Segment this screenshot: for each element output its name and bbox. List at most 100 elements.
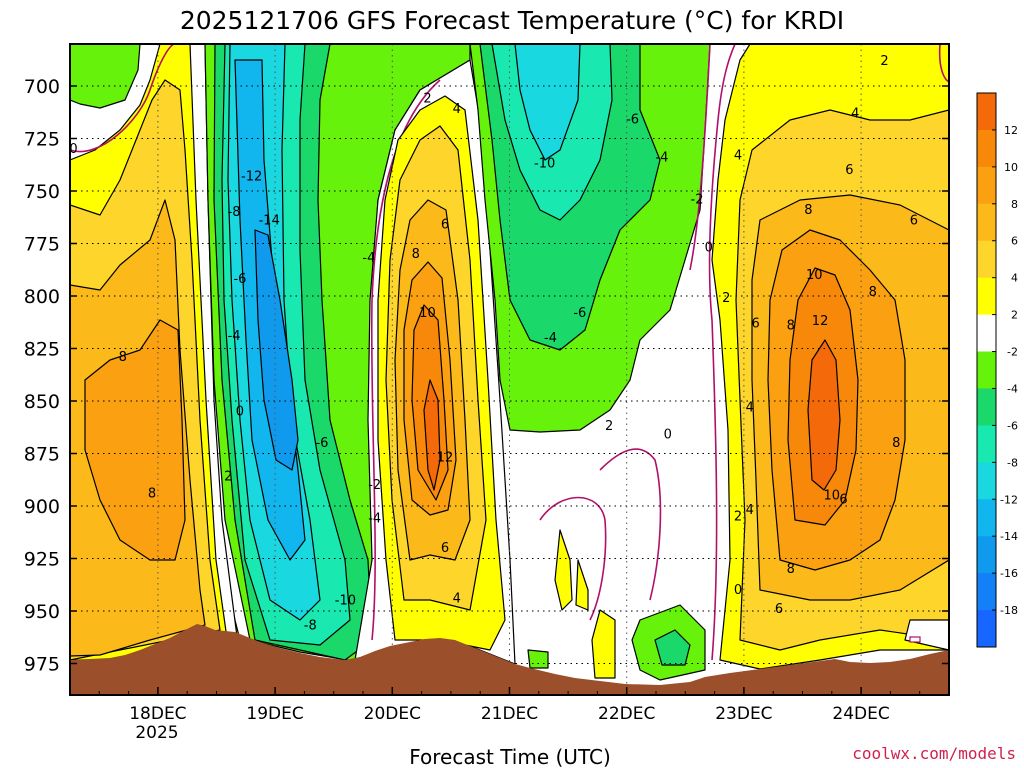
y-tick-label: 850 xyxy=(24,391,60,413)
colorbar-label: 2 xyxy=(1011,309,1018,322)
contour-label: 6 xyxy=(775,602,783,617)
x-axis-title: Forecast Time (UTC) xyxy=(409,745,611,768)
colorbar-swatch xyxy=(977,314,996,353)
contour-label: 6 xyxy=(845,163,853,178)
y-tick-label: 775 xyxy=(24,234,60,256)
contour-label: -6 xyxy=(233,272,246,287)
colorbar-swatch xyxy=(977,240,996,279)
warm-patch-22dec-a xyxy=(554,529,573,611)
colorbar-swatch xyxy=(977,499,996,537)
zero-isotherm-small-loop xyxy=(909,636,921,643)
contour-label: -4 xyxy=(544,331,557,346)
colorbar-label: 12 xyxy=(1004,124,1018,137)
contour-label: 2 xyxy=(605,419,613,434)
colorbar-swatch xyxy=(977,573,996,611)
colorbar-label: -6 xyxy=(1007,419,1018,432)
colorbar-label: -14 xyxy=(1000,530,1018,543)
contour-label: 8 xyxy=(804,203,812,218)
contour-label: 0 xyxy=(734,583,742,598)
y-tick-label: 800 xyxy=(24,286,60,308)
contour-label: 2 xyxy=(734,510,742,525)
contour-label: -8 xyxy=(304,619,317,634)
colorbar-label: -4 xyxy=(1007,382,1018,395)
contour-label: 6 xyxy=(441,541,449,556)
colorbar-frame xyxy=(976,92,997,648)
x-tick-label: 20DEC xyxy=(364,704,421,724)
cold-patch-22dec-small xyxy=(527,649,549,669)
contour-label: 8 xyxy=(892,436,900,451)
contour-label: 10 xyxy=(806,268,823,283)
colorbar-swatch xyxy=(977,93,996,131)
warm-patch-22dec-c xyxy=(591,609,616,679)
colorbar-swatch xyxy=(977,388,996,426)
contour-label: 2 xyxy=(423,92,431,107)
colorbar-label: -16 xyxy=(1000,567,1018,580)
zero-isotherm-topright xyxy=(938,44,949,83)
contour-label: 4 xyxy=(746,503,754,518)
contour-label: -6 xyxy=(573,306,586,321)
contour-label: 2 xyxy=(880,54,888,69)
contour-label: 12 xyxy=(812,314,829,329)
contour-label: 8 xyxy=(148,486,156,501)
x-tick-label: 19DEC xyxy=(246,704,303,724)
contour-label: 12 xyxy=(437,451,454,466)
contour-label: -6 xyxy=(315,436,328,451)
contour-label: 0 xyxy=(664,428,672,443)
contour-label: 6 xyxy=(910,213,918,228)
contour-label: 4 xyxy=(453,591,461,606)
contour-label: -4 xyxy=(362,251,375,266)
colorbar-swatch xyxy=(977,610,996,648)
contour-label: -8 xyxy=(228,205,241,220)
contour-label: 2 xyxy=(722,291,730,306)
x-axis-year-label: 2025 xyxy=(135,723,178,743)
y-tick-label: 950 xyxy=(24,601,60,623)
x-tick-label: 22DEC xyxy=(598,704,655,724)
x-tick-label: 18DEC xyxy=(129,704,186,724)
contour-label: 8 xyxy=(412,247,420,262)
contour-label: 4 xyxy=(734,148,742,163)
contour-label: 6 xyxy=(751,316,759,331)
contour-label: -10 xyxy=(534,157,555,172)
contour-label: 6 xyxy=(839,493,847,508)
contour-label: 8 xyxy=(119,350,127,365)
cold-region-19dec-14 xyxy=(254,229,299,471)
cold-region-21dec-10 xyxy=(514,44,581,161)
x-tick-label: 21DEC xyxy=(481,704,538,724)
contour-label: 8 xyxy=(787,318,795,333)
colorbar-swatch xyxy=(977,129,996,168)
warm-patch-22dec-b xyxy=(575,559,589,611)
colorbar-label: -2 xyxy=(1007,346,1018,359)
warm-region-20dec-12 xyxy=(423,379,441,491)
contour-label: -6 xyxy=(626,113,639,128)
zero-isotherm-23dec xyxy=(708,44,736,661)
contour-label: 4 xyxy=(453,102,461,117)
contour-labels: 08802-12-8-14-6-4-6-2-4-10-8-42468101264… xyxy=(69,54,918,634)
contour-label: 0 xyxy=(69,142,77,157)
cold-patch-22dec-6 xyxy=(654,629,691,666)
colorbar-label: 8 xyxy=(1011,198,1018,211)
contour-label: -4 xyxy=(368,512,381,527)
zero-isotherm-21dec xyxy=(689,44,711,271)
contour-label: -2 xyxy=(368,478,381,493)
warm-region-18dec-8 xyxy=(84,319,186,561)
colorbar-label: 10 xyxy=(1004,161,1018,174)
contour-label: 10 xyxy=(824,489,841,504)
contour-label: -2 xyxy=(691,192,704,207)
warm-region-23dec-12 xyxy=(807,339,841,491)
colorbar-label: 6 xyxy=(1011,235,1018,248)
contour-label: 0 xyxy=(705,241,713,256)
cold-patch-topleft xyxy=(70,44,141,109)
colorbar-label: -8 xyxy=(1007,456,1018,469)
x-tick-label: 23DEC xyxy=(715,704,772,724)
colorbar-swatch xyxy=(977,462,996,500)
contour-label: 8 xyxy=(869,285,877,300)
y-tick-label: 925 xyxy=(24,549,60,571)
contour-label: -10 xyxy=(335,594,356,609)
y-tick-label: 975 xyxy=(24,654,60,676)
y-tick-label: 825 xyxy=(24,339,60,361)
contour-label: -4 xyxy=(655,150,668,165)
y-tick-label: 875 xyxy=(24,444,60,466)
contour-label: 6 xyxy=(441,218,449,233)
